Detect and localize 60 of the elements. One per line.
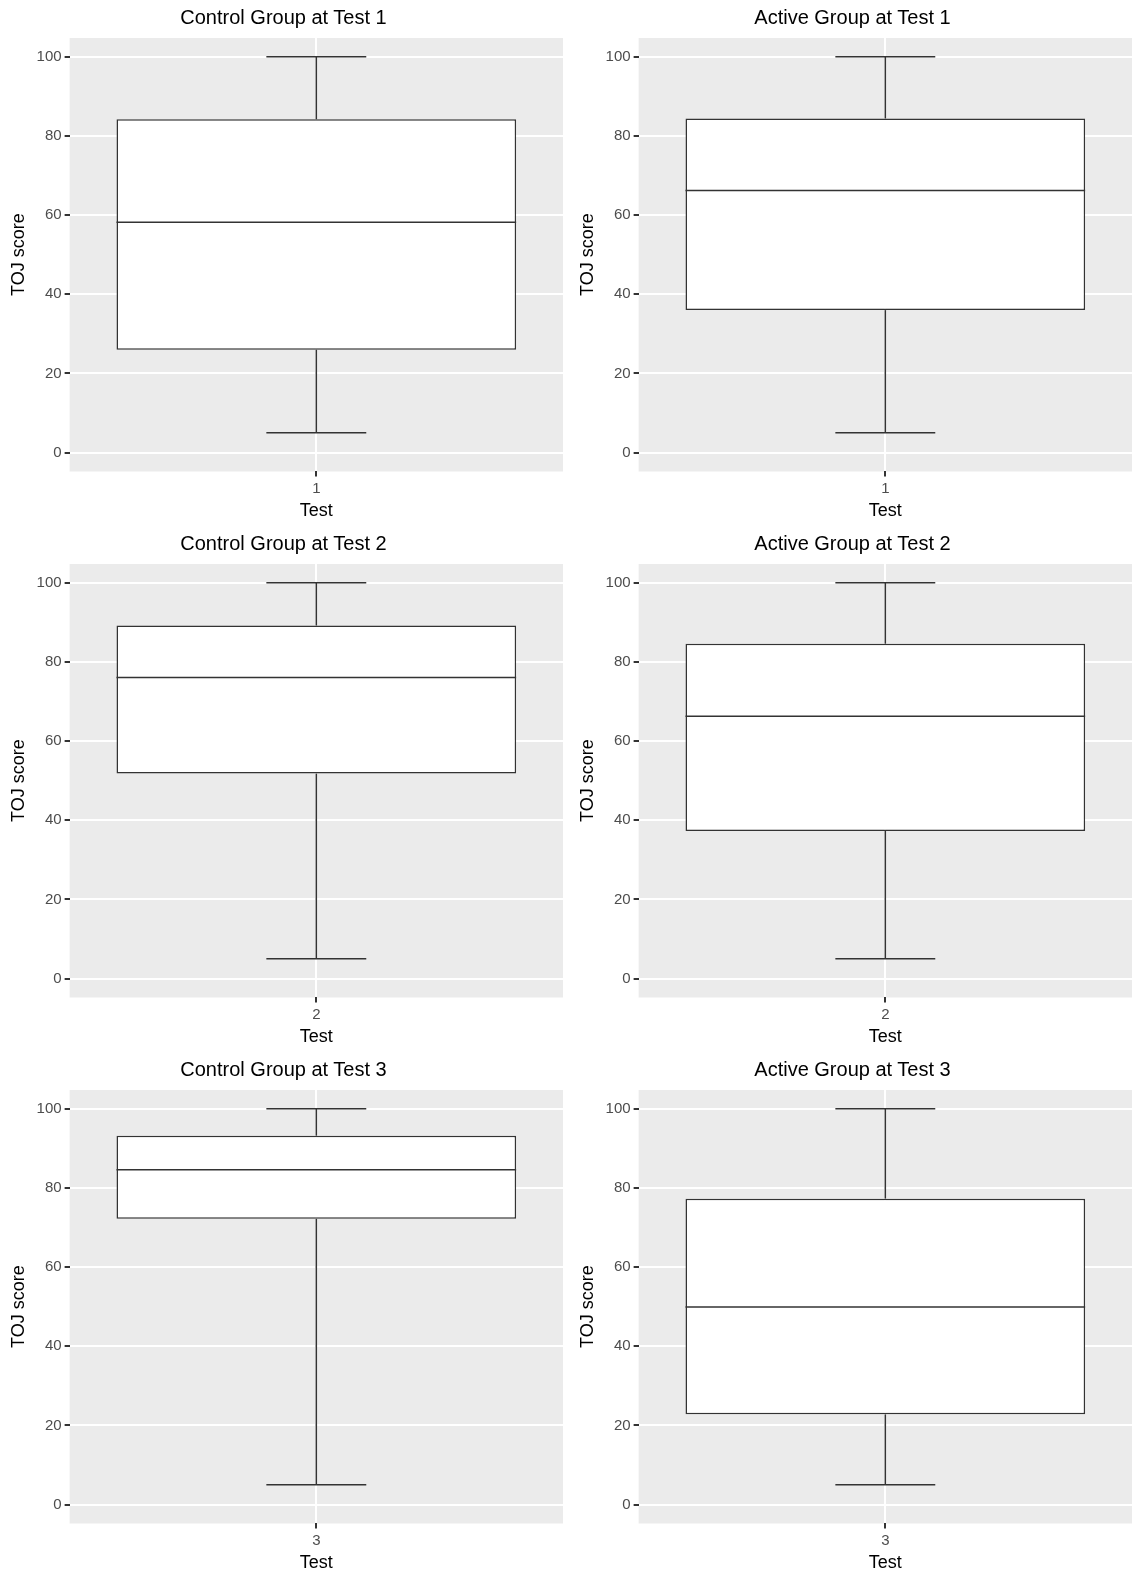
y-tick-label: 40: [44, 810, 62, 828]
y-axis-title: TOJ score: [7, 1265, 28, 1349]
y-tick-label: 20: [44, 1415, 62, 1433]
y-tick-label: 100: [605, 46, 631, 64]
x-axis-title: Test: [299, 1552, 333, 1573]
x-tick-label: 2: [312, 1004, 321, 1022]
y-tick-label: 100: [605, 572, 631, 590]
y-tick-label: 20: [613, 889, 631, 907]
y-axis-title: TOJ score: [576, 1265, 597, 1349]
y-tick-label: 40: [613, 810, 631, 828]
y-tick-label: 0: [622, 968, 631, 986]
y-tick-label: 60: [44, 1257, 62, 1275]
y-axis-title: TOJ score: [7, 213, 28, 297]
y-tick-label: 80: [613, 126, 631, 144]
y-tick-label: 80: [44, 126, 62, 144]
chart-title: Control Group at Test 3: [180, 1057, 387, 1080]
y-tick-label: 0: [622, 1494, 631, 1512]
y-tick-label: 0: [53, 1494, 62, 1512]
y-tick-label: 80: [613, 652, 631, 670]
y-axis-title: TOJ score: [576, 213, 597, 297]
chart-title: Control Group at Test 1: [180, 5, 387, 28]
y-tick-label: 0: [53, 442, 62, 460]
y-tick-label: 80: [44, 1178, 62, 1196]
y-tick-label: 60: [44, 731, 62, 749]
x-tick-label: 2: [881, 1004, 890, 1022]
y-axis-title: TOJ score: [7, 739, 28, 823]
y-tick-label: 80: [44, 652, 62, 670]
x-tick-label: 3: [881, 1530, 890, 1548]
x-axis-title: Test: [299, 500, 333, 521]
y-tick-label: 40: [613, 284, 631, 302]
x-tick-label: 1: [312, 478, 321, 496]
y-tick-label: 80: [613, 1178, 631, 1196]
y-tick-label: 60: [613, 731, 631, 749]
y-tick-label: 100: [605, 1098, 631, 1116]
chart-title: Active Group at Test 2: [754, 531, 951, 554]
y-tick-label: 100: [36, 46, 62, 64]
x-tick-label: 3: [312, 1530, 321, 1548]
y-tick-label: 20: [613, 363, 631, 381]
chart-title: Active Group at Test 1: [754, 5, 951, 28]
chart-title: Active Group at Test 3: [754, 1057, 951, 1080]
y-tick-label: 20: [44, 889, 62, 907]
y-tick-label: 0: [622, 442, 631, 460]
y-tick-label: 20: [613, 1415, 631, 1433]
x-tick-label: 1: [881, 478, 890, 496]
y-tick-label: 40: [44, 284, 62, 302]
chart-title: Control Group at Test 2: [180, 531, 387, 554]
y-tick-label: 40: [44, 1336, 62, 1354]
y-tick-label: 60: [613, 1257, 631, 1275]
x-axis-title: Test: [868, 500, 902, 521]
y-tick-label: 100: [36, 1098, 62, 1116]
x-axis-title: Test: [868, 1552, 902, 1573]
x-axis-title: Test: [299, 1026, 333, 1047]
y-tick-label: 60: [44, 205, 62, 223]
x-axis-title: Test: [868, 1026, 902, 1047]
y-tick-label: 0: [53, 968, 62, 986]
y-axis-title: TOJ score: [576, 739, 597, 823]
y-tick-label: 60: [613, 205, 631, 223]
y-tick-label: 100: [36, 572, 62, 590]
y-tick-label: 40: [613, 1336, 631, 1354]
y-tick-label: 20: [44, 363, 62, 381]
